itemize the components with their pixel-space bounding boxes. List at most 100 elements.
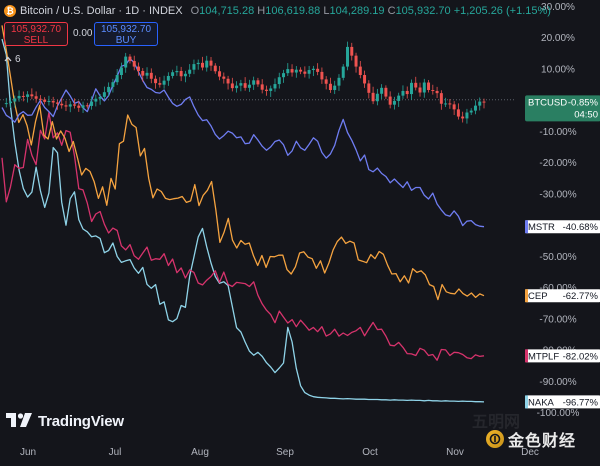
sell-price: 105,932.70 bbox=[10, 24, 62, 35]
btc-candle bbox=[397, 95, 401, 101]
btc-candle bbox=[171, 72, 175, 76]
btc-candle bbox=[218, 71, 222, 77]
btc-candle bbox=[226, 78, 230, 84]
naka-badge-accent bbox=[525, 395, 528, 409]
btc-candle bbox=[482, 101, 486, 103]
ohlc-low-label: L bbox=[323, 5, 330, 17]
btc-candle bbox=[158, 83, 162, 85]
btc-candle bbox=[409, 82, 413, 95]
y-tick-label: 30.00% bbox=[541, 2, 575, 13]
cep-badge-accent bbox=[525, 289, 528, 303]
btc-candle bbox=[469, 110, 473, 113]
btcusd-countdown: 04:50 bbox=[574, 109, 598, 120]
btcusd-badge bbox=[525, 95, 600, 122]
x-tick-label: Jun bbox=[20, 447, 36, 458]
mtplf-badge-accent bbox=[525, 349, 528, 363]
ohlc-high-label: H bbox=[257, 5, 266, 17]
jinse-watermark: 金色财经 bbox=[486, 427, 576, 451]
symbol-header: ₿ Bitcoin / U.S. Dollar · 1D · INDEX O 10… bbox=[4, 3, 551, 19]
site-watermark-ghost: 五明网 bbox=[472, 414, 521, 431]
y-tick-label: -20.00% bbox=[539, 158, 576, 169]
series-line-cep bbox=[1, 25, 485, 301]
btc-candle bbox=[26, 94, 30, 97]
x-tick-label: Oct bbox=[362, 447, 378, 458]
btc-candle bbox=[363, 75, 367, 84]
buy-price: 105,932.70 bbox=[100, 24, 152, 35]
btc-candle bbox=[405, 90, 409, 95]
btc-candle bbox=[444, 103, 448, 105]
btc-candle bbox=[213, 65, 217, 72]
btc-candle bbox=[175, 70, 179, 73]
series-line-naka bbox=[1, 38, 485, 403]
btc-candle bbox=[375, 93, 379, 102]
jinse-wordmark: 金色财经 bbox=[508, 433, 577, 450]
btc-candle bbox=[30, 94, 34, 97]
btc-candle bbox=[388, 96, 392, 105]
buy-button[interactable]: 105,932.70 BUY bbox=[94, 22, 158, 46]
btc-candle bbox=[145, 72, 149, 76]
btc-candle bbox=[124, 56, 128, 68]
btc-candle bbox=[162, 80, 166, 85]
bitcoin-icon: ₿ bbox=[4, 5, 16, 17]
chevron-up-icon bbox=[4, 54, 12, 65]
btc-candle bbox=[9, 101, 13, 104]
btc-candle bbox=[290, 69, 294, 73]
btc-candle bbox=[141, 70, 145, 76]
btc-candle bbox=[47, 100, 51, 102]
btc-candle bbox=[367, 83, 371, 93]
btc-candle bbox=[427, 82, 431, 91]
btc-candle bbox=[81, 105, 85, 108]
btc-candle bbox=[341, 66, 345, 78]
cep-badge-name: CEP bbox=[528, 291, 548, 302]
btc-candle bbox=[264, 89, 268, 91]
btc-candle bbox=[333, 85, 337, 91]
cep-badge bbox=[525, 289, 600, 303]
naka-badge bbox=[525, 395, 600, 409]
y-tick-label: -30.00% bbox=[539, 189, 576, 200]
ohlc-open-label: O bbox=[190, 5, 200, 17]
btc-candle bbox=[354, 55, 358, 67]
x-tick-label: Nov bbox=[446, 447, 464, 458]
btc-candle bbox=[320, 71, 324, 80]
btc-candle bbox=[384, 87, 388, 97]
jinse-logo-icon bbox=[486, 430, 504, 448]
mstr-badge-name: MSTR bbox=[528, 222, 555, 233]
btc-candle bbox=[299, 69, 303, 72]
btc-candle bbox=[115, 75, 119, 83]
btc-candle bbox=[465, 112, 469, 119]
btc-candle bbox=[350, 46, 354, 56]
spread-value: 0.00 bbox=[73, 28, 93, 39]
btc-candle bbox=[247, 84, 251, 88]
ohlc-low: 104,289.19 bbox=[329, 5, 385, 17]
tradingview-wordmark: TradingView bbox=[38, 413, 124, 430]
btc-candle bbox=[102, 92, 106, 97]
btc-candle bbox=[435, 90, 439, 94]
x-tick-label: Sep bbox=[276, 447, 294, 458]
btc-candle bbox=[448, 103, 452, 105]
btc-candle bbox=[371, 92, 375, 102]
x-tick-label: Dec bbox=[521, 447, 539, 458]
cep-badge-value: -62.77% bbox=[563, 291, 599, 302]
symbol-title[interactable]: Bitcoin / U.S. Dollar · 1D · INDEX bbox=[20, 5, 183, 17]
sell-button[interactable]: 105,932.70 SELL bbox=[4, 22, 68, 46]
ohlc-close: 105,932.70 bbox=[395, 5, 451, 17]
naka-badge-name: NAKA bbox=[528, 397, 555, 408]
btc-candle bbox=[239, 83, 243, 86]
btc-candle bbox=[64, 105, 68, 107]
indicators-count: 6 bbox=[15, 54, 21, 65]
btc-candle bbox=[4, 103, 8, 105]
mstr-badge-accent bbox=[525, 220, 528, 234]
btc-candle bbox=[418, 87, 422, 93]
y-tick-label: -90.00% bbox=[539, 377, 576, 388]
btc-candle bbox=[55, 102, 59, 104]
indicators-toggle[interactable]: 6 bbox=[4, 54, 21, 65]
btc-candle bbox=[107, 86, 111, 93]
btc-candle bbox=[21, 95, 25, 97]
btc-candle bbox=[68, 104, 72, 107]
mstr-badge bbox=[525, 220, 600, 234]
mtplf-badge-value: -82.02% bbox=[563, 351, 599, 362]
btc-candle bbox=[307, 70, 311, 74]
btc-candle bbox=[230, 83, 234, 89]
